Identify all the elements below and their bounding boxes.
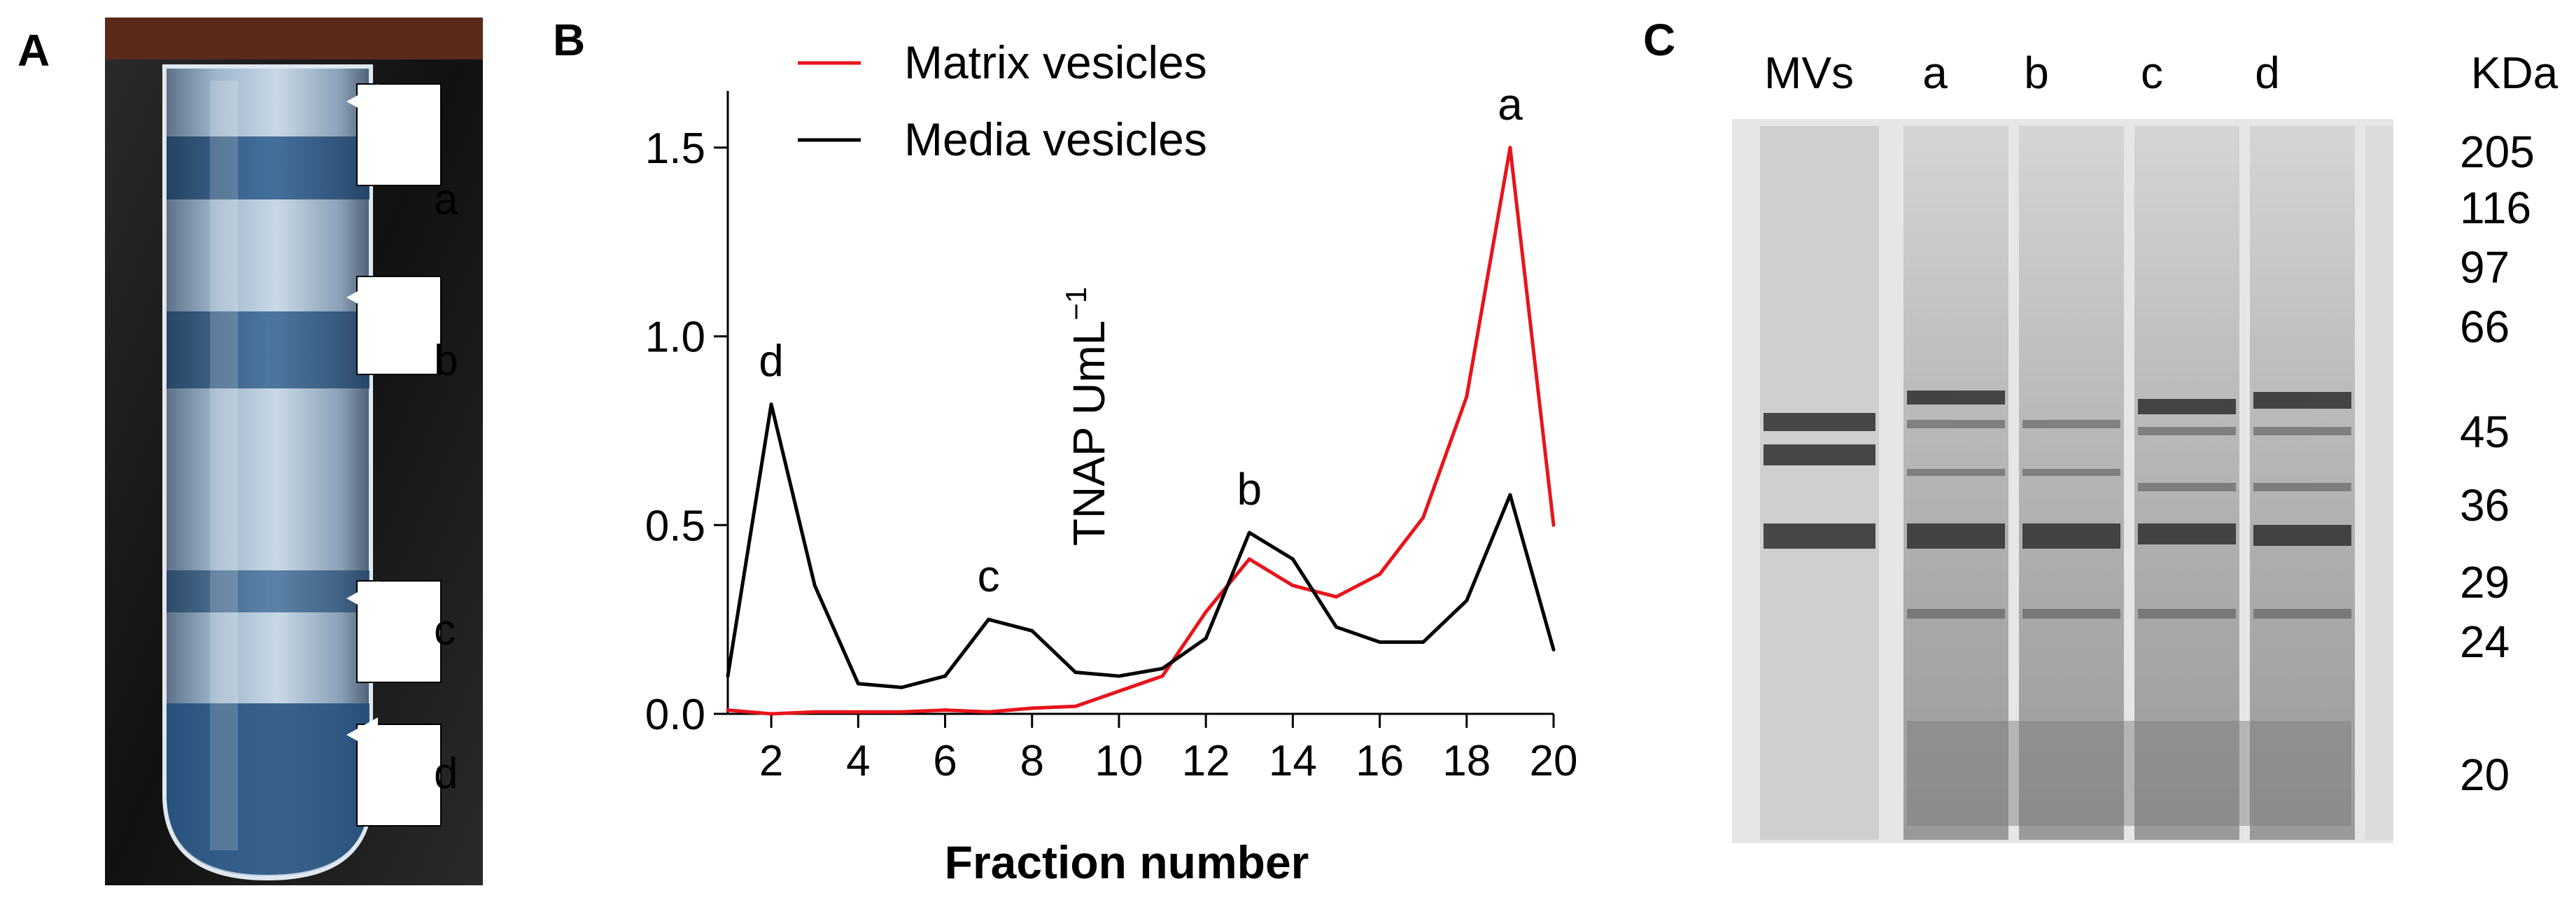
x-tick-label: 6 <box>933 737 957 785</box>
sds-page-gel <box>1732 119 2393 843</box>
data-point <box>1030 628 1034 633</box>
x-tick-label: 8 <box>1020 737 1043 785</box>
y-axis-label: TNAP UmL−1 <box>1060 287 1114 546</box>
data-point <box>1551 523 1556 527</box>
data-point <box>1508 493 1512 497</box>
mw-marker-45: 45 <box>2460 407 2510 457</box>
panel-a-letter: A <box>17 25 50 76</box>
data-point <box>1074 670 1078 675</box>
y-tick-label: 0.5 <box>645 502 705 550</box>
data-point <box>899 685 903 689</box>
x-tick-label: 18 <box>1442 737 1491 785</box>
peak-annotation-d: d <box>759 336 784 386</box>
data-point <box>769 712 773 716</box>
lane-label-mvs: MVs <box>1764 48 1854 98</box>
data-point <box>856 710 860 714</box>
data-point <box>1551 647 1556 652</box>
lane-label-b: b <box>2024 48 2049 98</box>
data-point <box>899 710 903 714</box>
series-line-matrix-vesicles <box>727 146 1556 716</box>
mw-marker-205: 205 <box>2460 127 2535 177</box>
panel-c-letter: C <box>1643 15 1676 65</box>
chart-axes: 0.0 0.5 1.0 1.5 2 4 6 8 10 12 14 16 18 20 <box>645 91 1578 785</box>
series-line-media-vesicles <box>726 402 1556 689</box>
mw-marker-20: 20 <box>2460 750 2510 800</box>
data-point <box>1204 636 1208 640</box>
data-point <box>1421 516 1426 520</box>
x-tick-label: 20 <box>1530 737 1578 785</box>
centrifuge-tube-photo <box>105 17 483 885</box>
data-point <box>726 674 730 678</box>
data-point <box>1378 640 1382 645</box>
lane-label-c: c <box>2141 48 2163 98</box>
y-tick-label: 0.0 <box>645 691 705 739</box>
peak-annotation-a: a <box>1498 79 1523 129</box>
mw-marker-29: 29 <box>2460 557 2510 607</box>
y-tick-label: 1.5 <box>645 125 705 173</box>
fraction-label-c: c <box>434 606 456 654</box>
y-axis-label-superscript: −1 <box>1060 287 1092 321</box>
kda-unit-label: KDa <box>2470 48 2559 98</box>
y-axis-label-text: TNAP UmL <box>1064 321 1114 546</box>
data-point <box>943 674 948 678</box>
data-point <box>1030 706 1034 710</box>
data-point <box>769 402 773 407</box>
tube-photo-illustration <box>105 17 483 885</box>
gel-image-illustration <box>1732 119 2393 843</box>
data-point <box>1247 530 1251 535</box>
data-point <box>1160 666 1164 670</box>
data-point <box>1074 704 1078 708</box>
x-tick-label: 2 <box>759 737 783 785</box>
fraction-label-b: b <box>434 337 458 385</box>
mw-marker-24: 24 <box>2460 617 2510 667</box>
peak-annotation-b: b <box>1237 464 1262 514</box>
data-point <box>1421 640 1426 645</box>
fraction-label-d: d <box>434 750 458 798</box>
peak-annotation-c: c <box>978 551 1000 601</box>
data-point <box>1465 395 1469 399</box>
panel-b-letter: B <box>553 15 586 65</box>
data-point <box>1378 572 1382 576</box>
legend-label: Matrix vesicles <box>904 36 1207 88</box>
data-point <box>1334 595 1338 599</box>
mw-marker-66: 66 <box>2460 302 2510 352</box>
data-point <box>987 617 991 621</box>
mw-marker-116: 116 <box>2460 183 2532 233</box>
x-tick-label: 4 <box>846 737 870 785</box>
tnap-activity-chart: 0.0 0.5 1.0 1.5 2 4 6 8 10 12 14 16 18 20 d c b a Matrix… <box>645 36 1578 888</box>
x-tick-label: 10 <box>1095 737 1143 785</box>
data-point <box>987 710 991 714</box>
chart-legend: Matrix vesicles Media vesicles <box>798 36 1207 165</box>
x-tick-label: 16 <box>1356 737 1404 785</box>
y-tick-label: 1.0 <box>645 314 705 362</box>
legend-label: Media vesicles <box>904 113 1207 165</box>
chart-series <box>726 146 1556 716</box>
data-point <box>1204 610 1208 614</box>
mw-marker-97: 97 <box>2460 242 2510 293</box>
lane-label-a: a <box>1922 48 1948 98</box>
data-point <box>1290 557 1295 561</box>
lane-label-d: d <box>2255 48 2280 98</box>
data-point <box>1247 557 1251 561</box>
data-point <box>1334 625 1338 629</box>
data-point <box>1160 674 1164 678</box>
data-point <box>812 584 817 588</box>
data-point <box>726 708 730 712</box>
x-axis-label: Fraction number <box>945 836 1309 888</box>
mw-marker-36: 36 <box>2460 480 2510 530</box>
data-point <box>1508 146 1512 150</box>
data-point <box>1290 584 1295 588</box>
data-point <box>1117 689 1121 694</box>
data-point <box>856 682 860 686</box>
chart-annotations: d c b a <box>759 79 1523 601</box>
data-point <box>812 710 817 714</box>
data-point <box>943 708 948 712</box>
data-point <box>1465 598 1469 603</box>
fraction-label-a: a <box>434 176 458 224</box>
x-tick-label: 14 <box>1269 737 1317 785</box>
x-tick-label: 12 <box>1182 737 1230 785</box>
data-point <box>1117 674 1121 678</box>
